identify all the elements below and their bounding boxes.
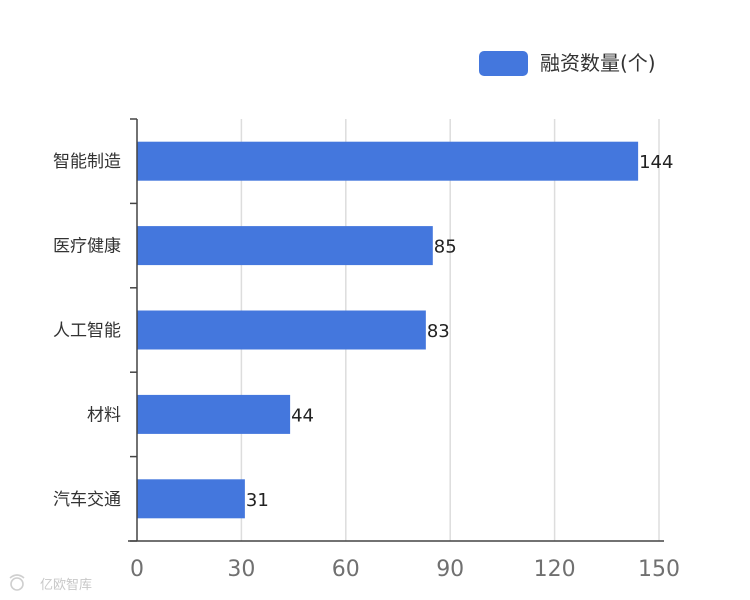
bar (137, 310, 426, 350)
x-tick-label: 60 (332, 557, 360, 582)
legend-label: 融资数量(个) (540, 51, 656, 75)
bars (137, 141, 639, 519)
bar (137, 479, 245, 519)
y-category-label: 材料 (87, 405, 121, 425)
data-label: 85 (434, 237, 457, 258)
grid-lines (240, 119, 660, 541)
data-labels: 144 85 83 44 31 (246, 152, 674, 511)
axes (128, 119, 664, 542)
bar (137, 141, 639, 181)
y-category-label: 人工智能 (53, 321, 121, 341)
x-tick-label: 150 (638, 557, 680, 582)
watermark-logo-icon (9, 574, 25, 591)
data-label: 31 (246, 490, 269, 511)
y-category-label: 医疗健康 (53, 237, 121, 257)
data-label: 83 (427, 321, 450, 342)
bar (137, 394, 291, 434)
data-label: 144 (639, 152, 673, 173)
y-category-label: 智能制造 (53, 152, 121, 172)
x-tick-label: 30 (227, 557, 255, 582)
bar (137, 226, 433, 266)
legend-swatch (479, 51, 528, 76)
watermark-text: 亿欧智库 (40, 577, 92, 593)
x-tick-label: 120 (534, 557, 576, 582)
y-category-label: 汽车交通 (53, 490, 121, 510)
x-tick-label: 90 (436, 557, 464, 582)
watermark: 亿欧智库 (9, 574, 92, 593)
data-label: 44 (291, 405, 314, 426)
x-tick-label: 0 (130, 557, 144, 582)
legend: 融资数量(个) (479, 51, 656, 76)
